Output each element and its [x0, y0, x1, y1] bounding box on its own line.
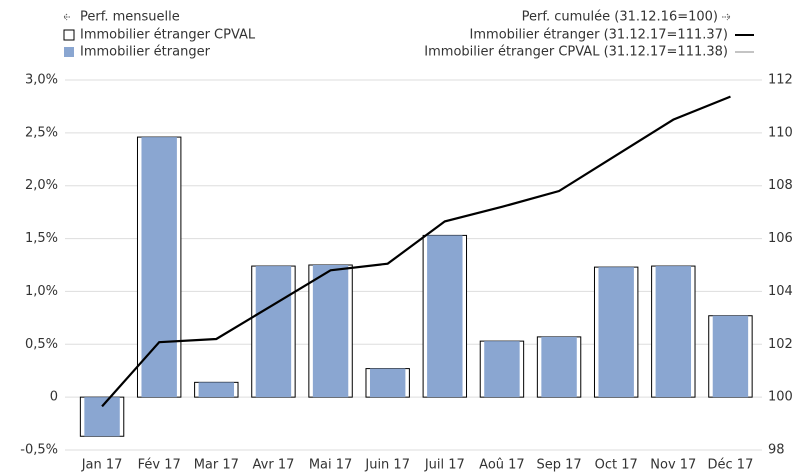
y-tick-label: 3,0%: [25, 73, 58, 88]
bar: [255, 266, 292, 398]
legend-label: Immobilier étranger: [80, 45, 211, 60]
y-tick-label: 0: [50, 390, 58, 405]
bar: [198, 382, 235, 398]
y2-tick-label: 112: [768, 73, 793, 88]
arrow-left: [63, 13, 70, 21]
y-tick-label: 1,0%: [25, 284, 58, 299]
bar: [369, 368, 406, 398]
x-tick-label: Mai 17: [309, 458, 352, 473]
y2-tick-label: 104: [768, 284, 793, 299]
y2-tick-label: 100: [768, 390, 793, 405]
legend-swatch: [63, 29, 75, 41]
legend-header: Perf. mensuelle: [80, 10, 180, 25]
y2-tick-label: 102: [768, 337, 793, 352]
x-tick-label: Avr 17: [253, 458, 295, 473]
bar: [484, 341, 520, 398]
x-tick-label: Juin 17: [364, 458, 410, 473]
y-tick-label: 1,5%: [25, 231, 58, 246]
y2-tick-label: 106: [768, 231, 793, 246]
x-tick-label: Mar 17: [194, 458, 239, 473]
x-tick-label: Juil 17: [424, 458, 465, 473]
legend-header: Perf. cumulée (31.12.16=100): [522, 10, 718, 25]
bar: [427, 235, 463, 398]
x-tick-label: Sep 17: [536, 458, 581, 473]
y-tick-label: -0,5%: [20, 443, 58, 458]
bar: [598, 267, 634, 398]
legend-label: Immobilier étranger CPVAL (31.12.17=111.…: [424, 45, 728, 60]
y2-tick-label: 110: [768, 125, 793, 140]
y2-tick-label: 98: [768, 443, 785, 458]
x-tick-label: Fév 17: [138, 458, 181, 473]
bar: [312, 265, 349, 398]
bar: [141, 137, 177, 398]
x-tick-label: Aoû 17: [479, 458, 525, 473]
bar: [84, 397, 120, 437]
legend-swatch: [64, 47, 74, 57]
legend-label: Immobilier étranger (31.12.17=111.37): [470, 28, 728, 43]
x-tick-label: Jan 17: [81, 458, 123, 473]
x-tick-label: Oct 17: [595, 458, 638, 473]
y-tick-label: 2,5%: [25, 125, 58, 140]
legend-label: Immobilier étranger CPVAL: [80, 28, 256, 43]
bar: [541, 336, 577, 398]
y-tick-label: 2,0%: [25, 178, 58, 193]
line: [101, 95, 731, 408]
arrow-right: [722, 13, 731, 21]
x-tick-label: Déc 17: [708, 458, 754, 473]
y-tick-label: 0,5%: [25, 337, 58, 352]
y2-tick-label: 108: [768, 178, 793, 193]
legend: Perf. mensuelle Perf. cumulée (31.12.16=…: [63, 10, 731, 25]
bar: [655, 266, 692, 398]
x-tick-label: Nov 17: [650, 458, 696, 473]
bar: [712, 315, 749, 398]
